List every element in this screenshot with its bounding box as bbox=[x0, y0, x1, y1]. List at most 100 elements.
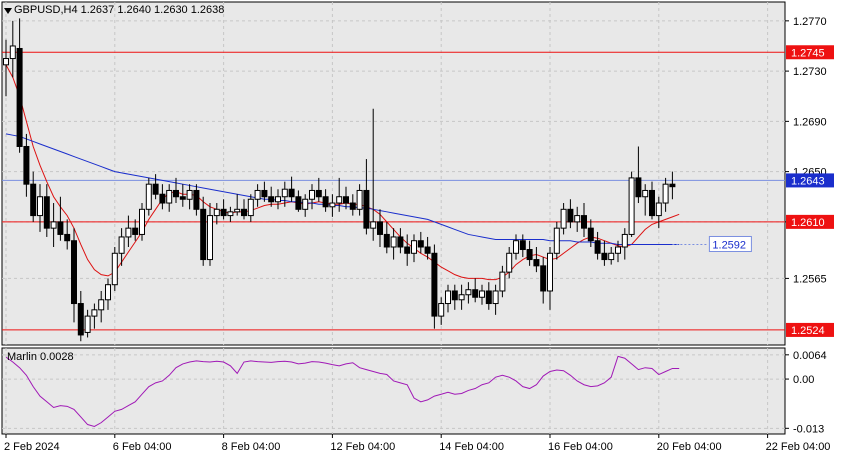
candle bbox=[295, 190, 302, 212]
candle bbox=[118, 228, 125, 266]
candle bbox=[417, 231, 424, 254]
candle-body bbox=[451, 290, 458, 301]
candle bbox=[281, 181, 288, 207]
candle bbox=[458, 284, 465, 310]
candle bbox=[16, 18, 23, 153]
level-price-tag-label: 1.2610 bbox=[791, 217, 825, 229]
candle-body bbox=[227, 211, 234, 217]
candle-body bbox=[363, 189, 370, 229]
level-price-tag-label: 1.2524 bbox=[791, 325, 825, 337]
candle-body bbox=[179, 196, 186, 200]
candle-body bbox=[424, 246, 431, 254]
candle bbox=[472, 278, 479, 303]
candle bbox=[621, 228, 628, 260]
candle bbox=[574, 206, 581, 232]
candle-body bbox=[200, 208, 207, 261]
candle-body bbox=[621, 233, 628, 248]
candle-body bbox=[526, 249, 533, 261]
candle-body bbox=[601, 252, 608, 261]
candle bbox=[200, 196, 207, 266]
candle-body bbox=[159, 193, 166, 204]
candle-body bbox=[132, 227, 139, 235]
candle-body bbox=[377, 221, 383, 235]
candle-body bbox=[506, 252, 513, 273]
candle bbox=[220, 199, 227, 220]
candle-body bbox=[247, 198, 254, 217]
candle bbox=[159, 184, 166, 210]
x-tick-label: 6 Feb 04:00 bbox=[113, 441, 172, 453]
candle-body bbox=[309, 189, 315, 200]
candle-body bbox=[581, 215, 587, 229]
candle bbox=[445, 284, 451, 313]
candle bbox=[343, 186, 349, 210]
candle bbox=[3, 39, 9, 97]
candle-body bbox=[574, 215, 581, 223]
candle bbox=[207, 203, 213, 266]
candle-body bbox=[649, 189, 655, 217]
candle bbox=[254, 184, 261, 207]
candle bbox=[43, 184, 50, 237]
candle bbox=[241, 199, 247, 220]
candle-body bbox=[519, 240, 526, 251]
candle bbox=[608, 247, 615, 265]
candle-body bbox=[322, 196, 329, 208]
candle-body bbox=[635, 177, 642, 198]
level-price-tag bbox=[786, 322, 834, 337]
x-tick-label: 22 Feb 04:00 bbox=[766, 441, 831, 453]
candle-body bbox=[431, 252, 438, 317]
candle bbox=[193, 184, 200, 216]
candle bbox=[275, 189, 281, 210]
y-tick-label: 1.2770 bbox=[793, 16, 827, 28]
marlin-line bbox=[5, 355, 680, 427]
price-pane bbox=[1, 1, 786, 346]
candle-body bbox=[370, 221, 377, 229]
annotation-box bbox=[708, 235, 752, 252]
osc-y-tick-label: -0.013 bbox=[793, 423, 824, 435]
candle-body bbox=[254, 189, 261, 200]
candle bbox=[77, 290, 84, 342]
candle bbox=[635, 146, 642, 204]
candle bbox=[50, 203, 57, 247]
moving-average-ma_slow bbox=[5, 133, 680, 245]
candle bbox=[71, 228, 77, 323]
candle-body bbox=[275, 196, 281, 203]
candle-body bbox=[145, 183, 152, 210]
candle bbox=[139, 203, 145, 241]
candle bbox=[336, 177, 343, 212]
symbol-dropdown-icon[interactable] bbox=[4, 8, 12, 14]
candle-body bbox=[166, 189, 173, 204]
x-tick-label: 14 Feb 04:00 bbox=[439, 441, 504, 453]
candle-body bbox=[417, 240, 424, 248]
candle bbox=[533, 247, 540, 273]
y-tick-label: 1.2730 bbox=[793, 66, 827, 78]
candle bbox=[492, 284, 499, 315]
candle bbox=[363, 159, 370, 235]
candle bbox=[601, 240, 608, 266]
candle-body bbox=[295, 196, 302, 210]
candle bbox=[649, 181, 655, 220]
candle-body bbox=[125, 227, 132, 238]
candle-body bbox=[50, 221, 57, 229]
candle bbox=[9, 20, 16, 78]
candle bbox=[125, 215, 132, 247]
candle bbox=[669, 171, 676, 200]
candle-body bbox=[465, 289, 472, 296]
candle-body bbox=[540, 265, 547, 292]
y-tick-label: 1.2565 bbox=[793, 273, 827, 285]
candle bbox=[234, 194, 241, 216]
candle bbox=[411, 234, 417, 263]
candle-body bbox=[499, 271, 506, 292]
candle bbox=[166, 184, 173, 212]
candle-body bbox=[207, 215, 213, 261]
candle bbox=[302, 194, 309, 217]
candle bbox=[377, 209, 383, 247]
candle bbox=[64, 219, 71, 250]
candle-body bbox=[105, 284, 111, 301]
candle-body bbox=[587, 227, 594, 242]
candle-body bbox=[411, 240, 417, 254]
candle bbox=[547, 247, 553, 310]
x-tick-label: 2 Feb 2024 bbox=[4, 441, 60, 453]
level-price-tag-label: 1.2643 bbox=[791, 175, 825, 187]
